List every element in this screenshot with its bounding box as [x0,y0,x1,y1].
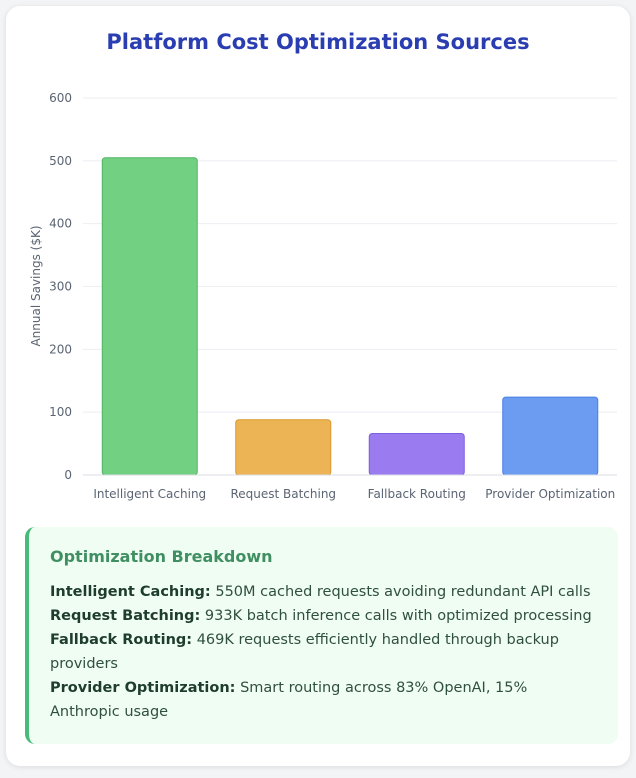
breakdown-item-fallback: Fallback Routing: 469K requests efficien… [50,628,598,676]
breakdown-item-label: Fallback Routing: [50,632,193,648]
bar [502,396,599,476]
y-tick-label: 300 [49,280,72,294]
bars [101,157,599,476]
breakdown-item-label: Intelligent Caching: [50,584,211,600]
x-tick-label: Fallback Routing [368,487,466,501]
y-axis-ticks: 0 100 200 300 400 500 600 [49,91,72,482]
y-tick-label: 400 [49,217,72,231]
bar [101,157,198,476]
y-tick-label: 100 [49,405,72,419]
breakdown-item-text: Smart routing across 83% OpenAI, 15% Ant… [50,680,528,720]
breakdown-item-caching: Intelligent Caching: 550M cached request… [50,580,598,604]
x-tick-label: Request Batching [230,487,336,501]
y-tick-label: 200 [49,342,72,356]
optimization-breakdown: Optimization Breakdown Intelligent Cachi… [25,527,618,744]
bar [368,433,465,476]
x-tick-label: Provider Optimization [485,487,615,501]
breakdown-item-label: Provider Optimization: [50,680,236,696]
x-axis-ticks: Intelligent Caching Request Batching Fallb… [93,487,615,501]
chart-title: Platform Cost Optimization Sources [106,30,530,54]
bar [235,419,332,476]
breakdown-item-label: Request Batching: [50,608,201,624]
y-tick-label: 500 [49,154,72,168]
y-tick-label: 0 [64,468,72,482]
y-tick-label: 600 [49,91,72,105]
y-axis-label: Annual Savings ($K) [29,225,43,346]
breakdown-item-text: 550M cached requests avoiding redundant … [215,584,591,600]
breakdown-item-provider: Provider Optimization: Smart routing acr… [50,676,598,724]
breakdown-item-batching: Request Batching: 933K batch inference c… [50,604,598,628]
breakdown-title: Optimization Breakdown [50,547,273,566]
x-tick-label: Intelligent Caching [93,487,206,501]
bar-chart: 0 100 200 300 400 500 600 Intelligent Caching R… [29,91,617,501]
breakdown-item-text: 933K batch inference calls with optimize… [204,608,592,624]
breakdown-item-text: 469K requests efficiently handled throug… [50,632,559,672]
